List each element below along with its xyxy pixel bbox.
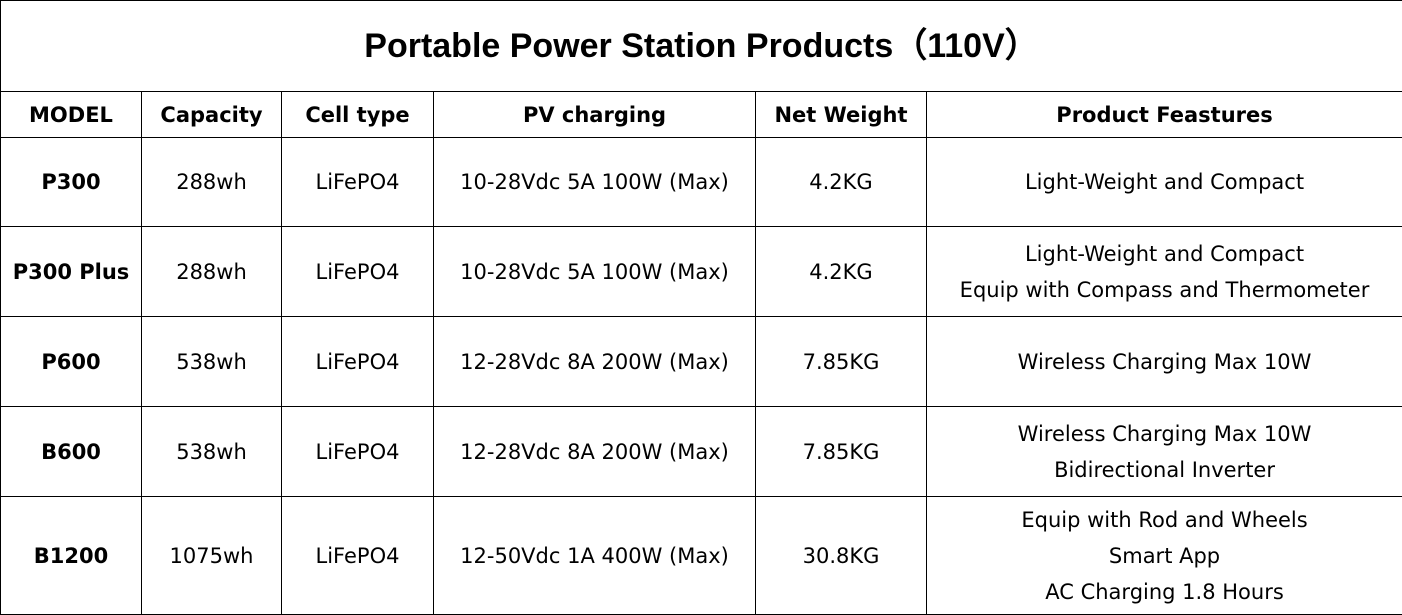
- pv-charging-cell: 10-28Vdc 5A 100W (Max): [434, 227, 756, 317]
- model-cell: P300 Plus: [1, 227, 142, 317]
- pv-charging-cell: 12-28Vdc 8A 200W (Max): [434, 317, 756, 407]
- header-row: MODEL Capacity Cell type PV charging Net…: [1, 92, 1402, 138]
- header-model: MODEL: [1, 92, 142, 138]
- model-cell: P600: [1, 317, 142, 407]
- pv-charging-cell: 12-50Vdc 1A 400W (Max): [434, 497, 756, 615]
- header-capacity: Capacity: [142, 92, 282, 138]
- net-weight-cell: 4.2KG: [756, 227, 927, 317]
- feature-line: Light-Weight and Compact: [927, 164, 1402, 200]
- capacity-cell: 1075wh: [142, 497, 282, 615]
- pv-charging-cell: 12-28Vdc 8A 200W (Max): [434, 407, 756, 497]
- net-weight-cell: 4.2KG: [756, 138, 927, 227]
- cell-type-cell: LiFePO4: [282, 407, 434, 497]
- cell-type-cell: LiFePO4: [282, 317, 434, 407]
- feature-line: Bidirectional Inverter: [927, 452, 1402, 488]
- header-pv-charging: PV charging: [434, 92, 756, 138]
- cell-type-cell: LiFePO4: [282, 138, 434, 227]
- net-weight-cell: 7.85KG: [756, 317, 927, 407]
- features-cell: Wireless Charging Max 10W: [927, 317, 1402, 407]
- feature-line: Smart App: [927, 538, 1402, 574]
- feature-line: Equip with Compass and Thermometer: [927, 272, 1402, 308]
- model-cell: B600: [1, 407, 142, 497]
- capacity-cell: 538wh: [142, 407, 282, 497]
- header-features: Product Feastures: [927, 92, 1402, 138]
- features-cell: Light-Weight and Compact: [927, 138, 1402, 227]
- pv-charging-cell: 10-28Vdc 5A 100W (Max): [434, 138, 756, 227]
- table-title: Portable Power Station Products（110V）: [1, 1, 1402, 92]
- feature-line: Wireless Charging Max 10W: [927, 416, 1402, 452]
- cell-type-cell: LiFePO4: [282, 497, 434, 615]
- net-weight-cell: 7.85KG: [756, 407, 927, 497]
- header-net-weight: Net Weight: [756, 92, 927, 138]
- feature-line: Light-Weight and Compact: [927, 236, 1402, 272]
- net-weight-cell: 30.8KG: [756, 497, 927, 615]
- capacity-cell: 288wh: [142, 138, 282, 227]
- feature-line: Equip with Rod and Wheels: [927, 502, 1402, 538]
- feature-line: AC Charging 1.8 Hours: [927, 574, 1402, 610]
- feature-line: Wireless Charging Max 10W: [927, 344, 1402, 380]
- model-cell: P300: [1, 138, 142, 227]
- header-cell-type: Cell type: [282, 92, 434, 138]
- cell-type-cell: LiFePO4: [282, 227, 434, 317]
- model-cell: B1200: [1, 497, 142, 615]
- capacity-cell: 538wh: [142, 317, 282, 407]
- capacity-cell: 288wh: [142, 227, 282, 317]
